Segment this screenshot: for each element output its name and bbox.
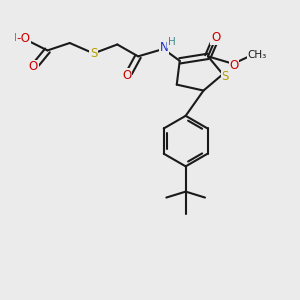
Text: O: O xyxy=(29,60,38,73)
Text: CH₃: CH₃ xyxy=(248,50,267,60)
Text: -O: -O xyxy=(17,32,31,45)
Text: O: O xyxy=(230,59,239,72)
Text: S: S xyxy=(221,70,229,83)
Text: H: H xyxy=(168,38,176,47)
Text: O: O xyxy=(122,69,131,82)
Text: H: H xyxy=(14,33,22,43)
Text: O: O xyxy=(211,31,220,44)
Text: S: S xyxy=(90,47,97,60)
Text: N: N xyxy=(160,41,168,54)
